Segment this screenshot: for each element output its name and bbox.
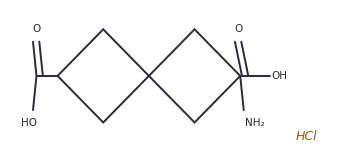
Text: HCl: HCl: [296, 130, 318, 143]
Text: O: O: [32, 24, 40, 34]
Text: HO: HO: [22, 118, 38, 128]
Text: OH: OH: [272, 71, 288, 81]
Text: O: O: [234, 24, 242, 34]
Text: NH₂: NH₂: [245, 118, 265, 128]
